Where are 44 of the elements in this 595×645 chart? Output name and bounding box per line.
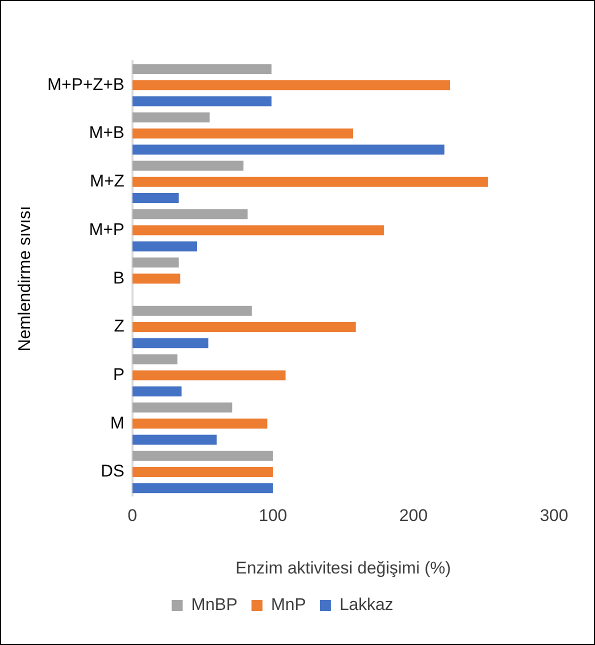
bar [132,418,268,429]
bar [132,209,248,220]
bar [132,144,444,155]
bar [132,386,182,396]
bar [132,112,210,122]
bar [132,274,180,284]
bar [132,225,384,236]
bar [132,434,217,445]
y-tick-label: M+P+Z+B [47,74,124,94]
legend-label: MnBP [191,595,238,614]
bar [132,160,244,171]
x-axis-title: Enzim aktivitesi değişimi (%) [236,558,451,578]
bar [132,306,252,316]
y-tick-label: P [113,365,124,384]
bar [132,450,273,461]
legend-label: MnP [270,595,306,614]
bar [132,128,354,139]
y-tick-label: M [110,413,124,432]
bar [132,370,286,380]
y-tick-label: M+B [88,123,124,142]
bar [132,241,198,252]
bar [132,64,272,74]
bar [132,176,488,187]
bar [132,338,208,348]
bar [132,467,273,478]
y-tick-label: DS [100,462,124,481]
bar [132,80,450,90]
x-tick-label: 200 [399,506,428,526]
y-tick-label: Z [114,316,124,336]
x-tick-label: 0 [128,506,138,526]
y-tick-label: B [113,268,124,288]
bar [132,322,356,332]
x-tick-label: 300 [540,506,568,526]
bar [132,257,179,268]
y-tick-label: M+P [88,220,124,239]
bar [132,96,272,106]
bar [132,193,179,204]
bar [132,402,232,413]
x-tick-label: 100 [258,506,288,526]
y-tick-label: M+Z [90,172,124,191]
bar [132,354,178,364]
legend-label: Lakkaz [339,595,394,614]
bar [132,483,273,494]
y-axis-title: Nemlendirme sıvısı [14,206,34,352]
